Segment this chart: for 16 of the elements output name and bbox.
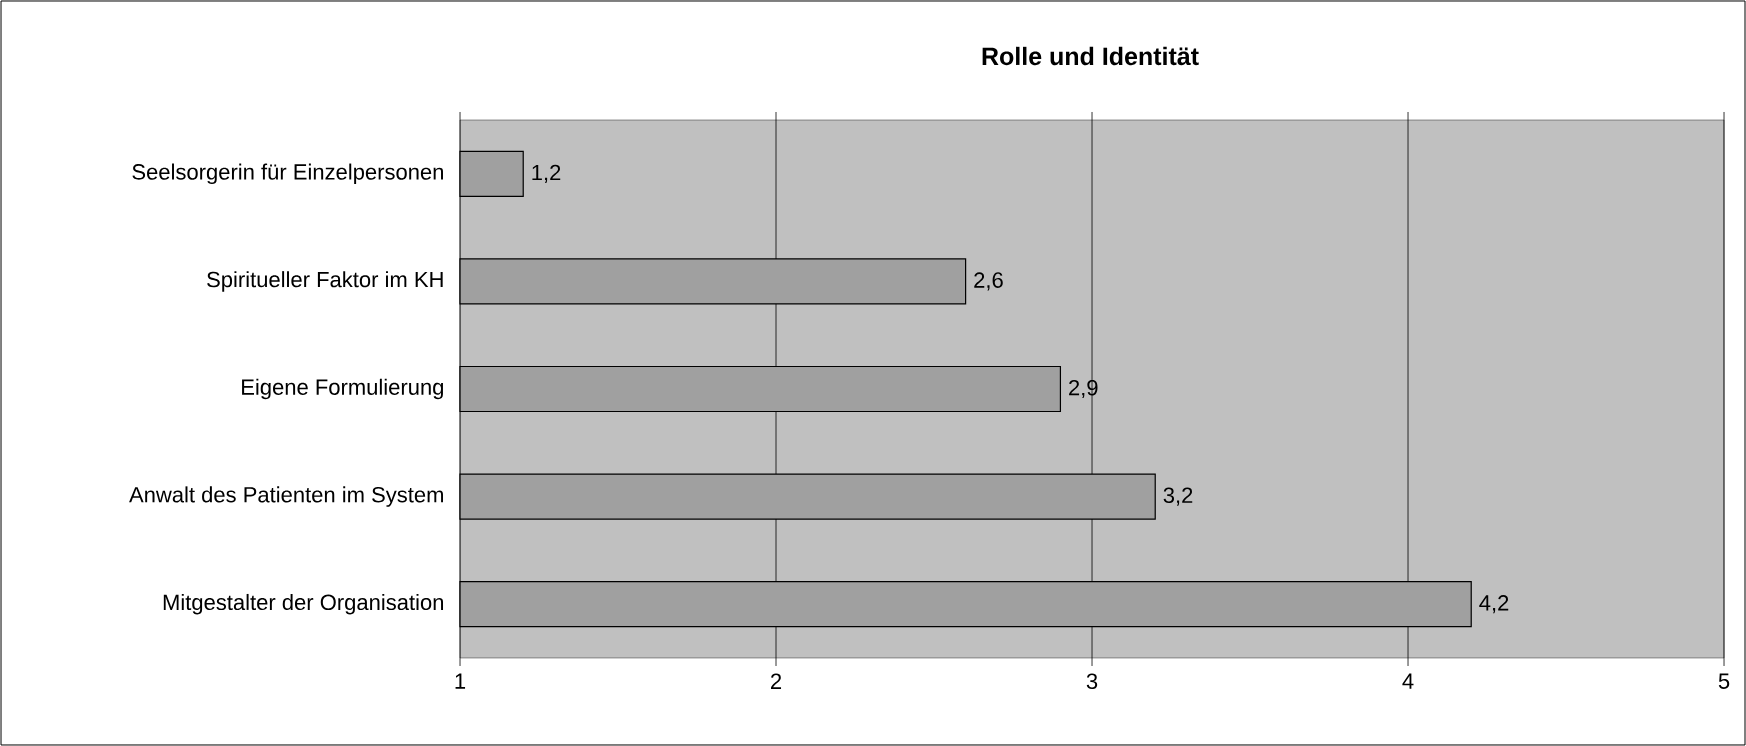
x-tick-label: 1: [455, 673, 466, 689]
y-tick-label: Anwalt des Patienten im System: [129, 486, 443, 507]
y-tick-label: Mitgestalter der Organisation: [163, 593, 444, 615]
data-label: 1,2: [532, 164, 561, 183]
data-label: 2,9: [1069, 379, 1098, 399]
data-label: 4,2: [1479, 595, 1509, 614]
chart-title: Rolle und Identität: [982, 46, 1199, 66]
data-label: 2,6: [974, 272, 1003, 291]
data-label: 3,2: [1163, 487, 1193, 506]
x-tick-label: 2: [771, 673, 782, 689]
y-tick-label: Eigene Formulierung: [242, 378, 443, 400]
x-tick-label: 5: [1718, 673, 1730, 689]
y-tick-label: Seelsorgerin für Einzelpersonen: [132, 163, 443, 185]
y-tick-label: Spiritueller Faktor im KH: [207, 271, 443, 292]
x-tick-label: 3: [1086, 673, 1098, 690]
x-tick-label: 4: [1402, 673, 1414, 689]
